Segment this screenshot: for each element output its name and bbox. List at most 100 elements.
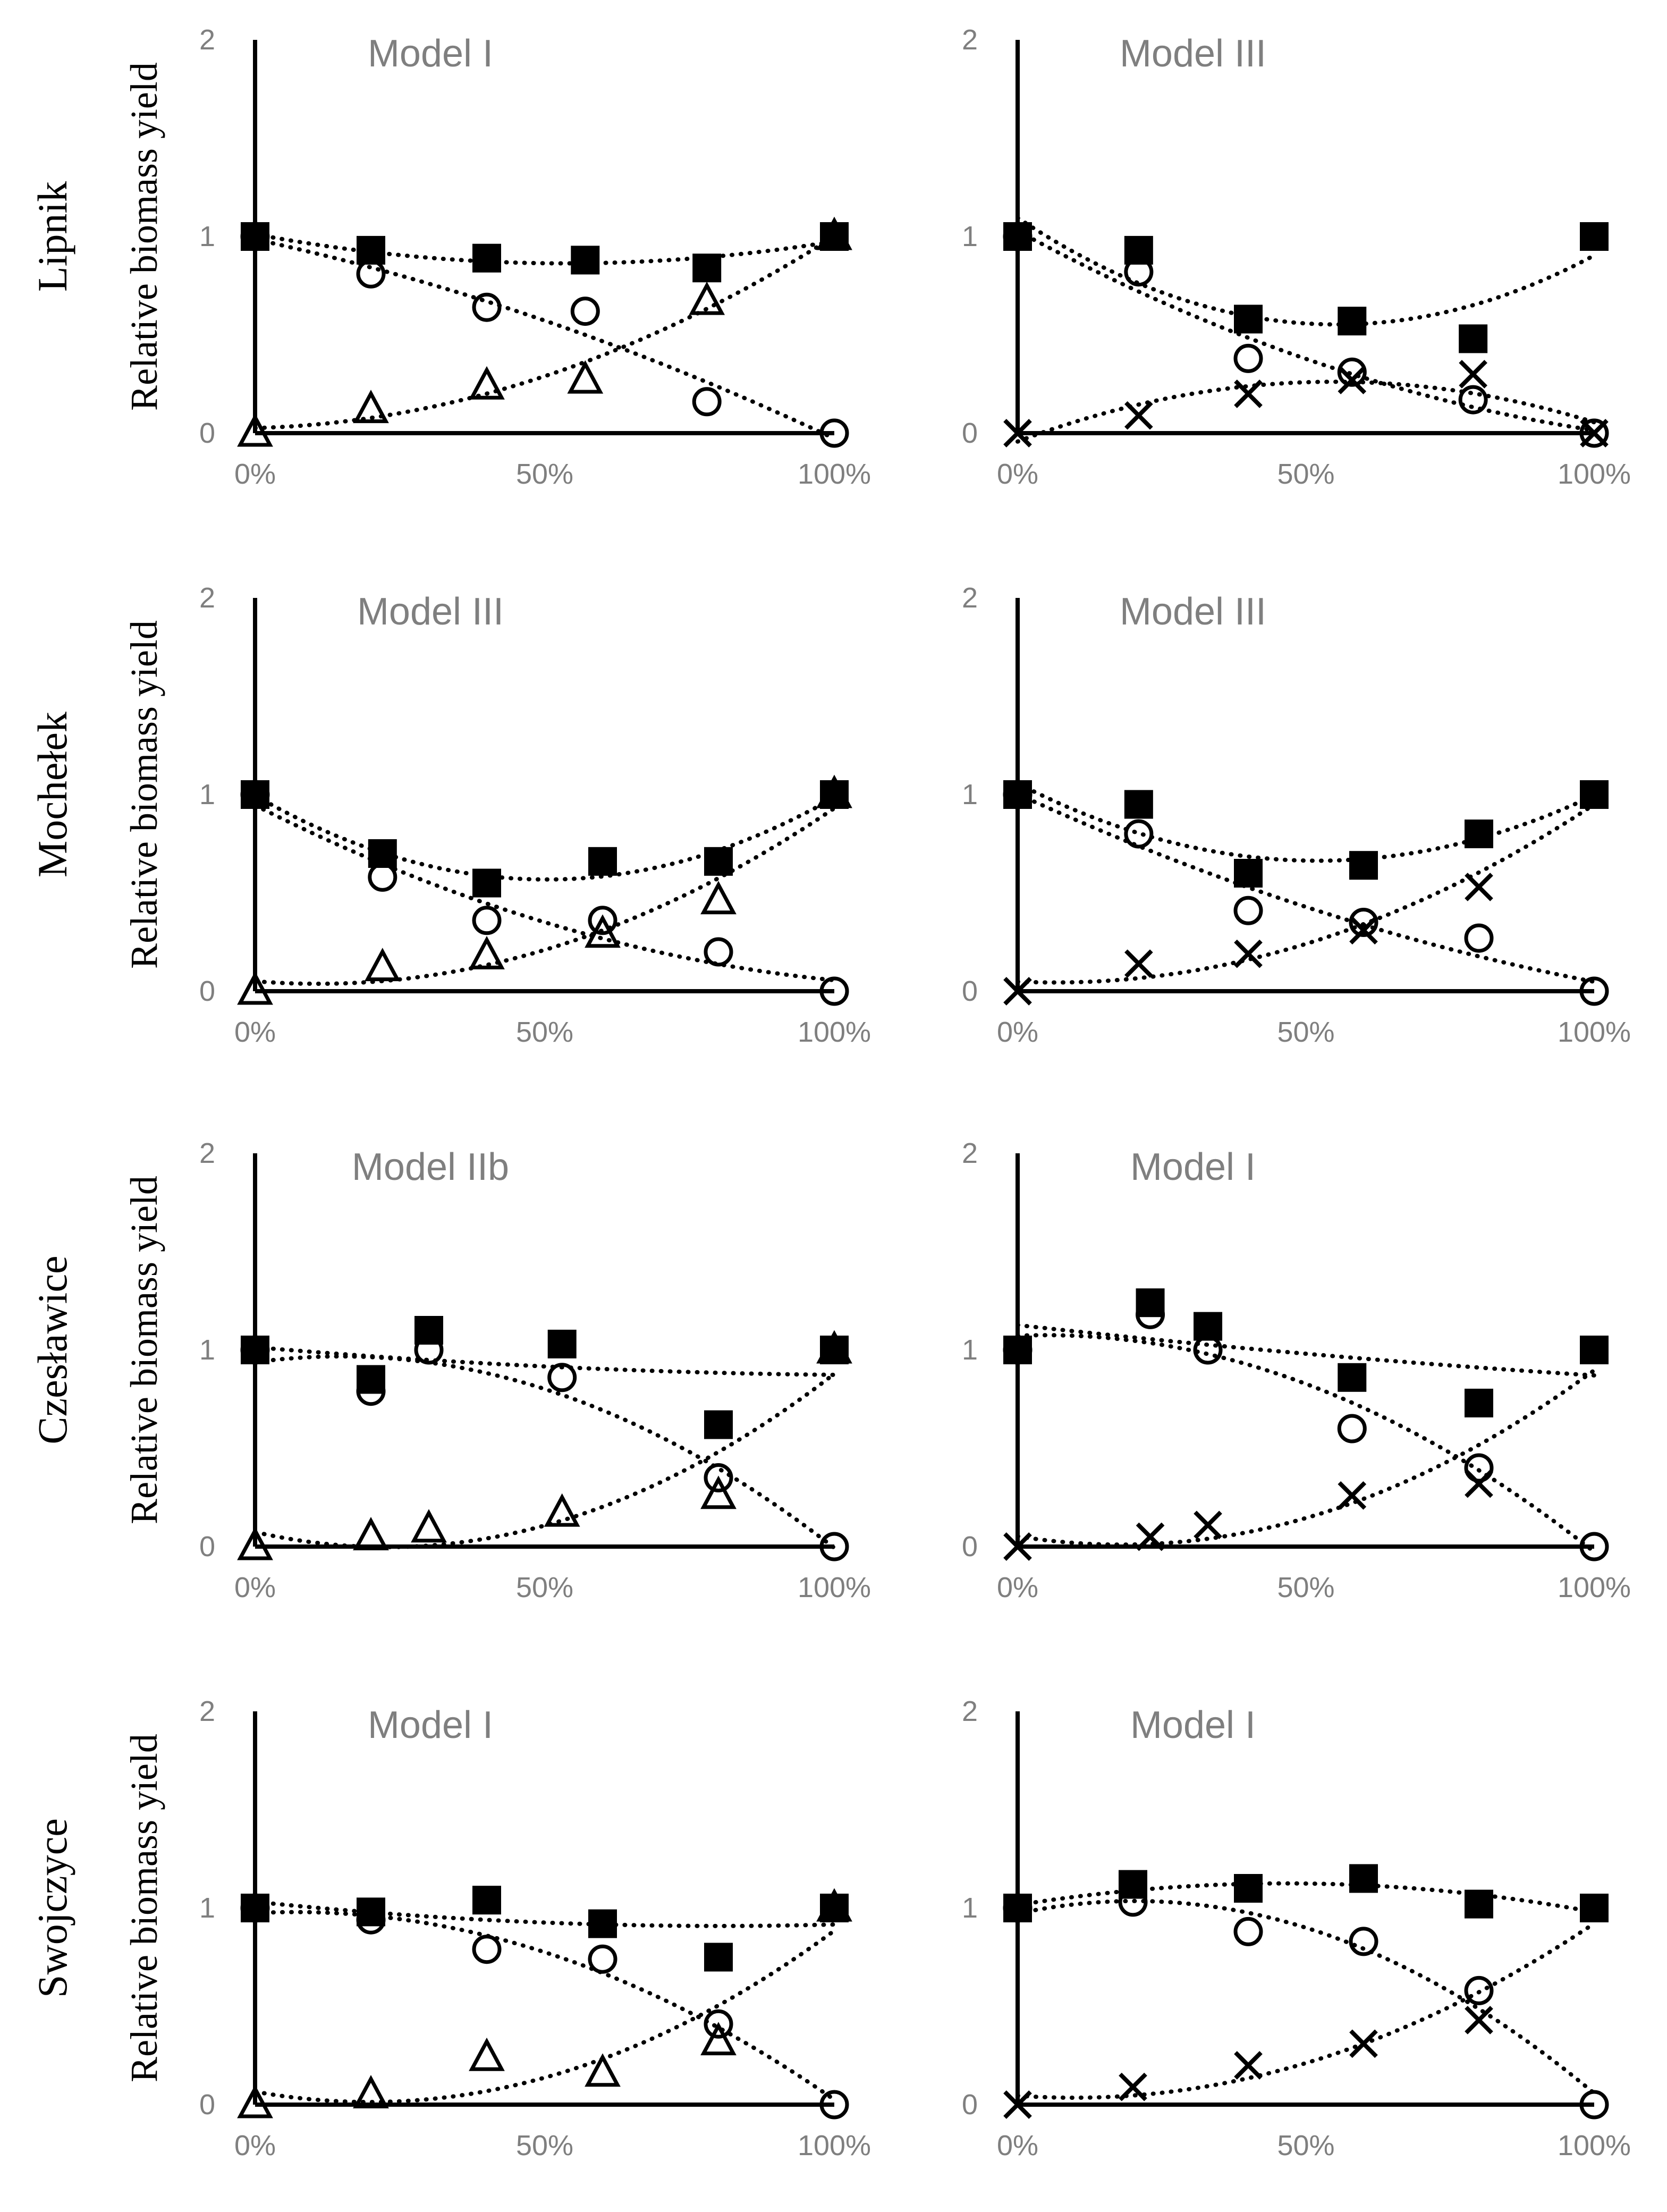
site-label: Lipnik	[29, 181, 75, 292]
trend-line	[1016, 215, 1596, 327]
circle-marker	[588, 1944, 617, 1974]
trend-line	[1016, 1881, 1596, 1914]
x-tick-label: 50%	[1277, 2130, 1334, 2162]
circle-marker	[1464, 923, 1494, 953]
triangle-marker	[567, 360, 604, 394]
square-marker	[1234, 859, 1263, 888]
x-tick-label: 0%	[234, 1572, 276, 1603]
trend-line	[1016, 781, 1596, 863]
y-tick-label: 0	[199, 417, 215, 449]
trend-line	[1016, 792, 1596, 984]
circle-marker	[1193, 1335, 1223, 1365]
square-marker	[472, 1886, 501, 1915]
trend-line	[253, 803, 836, 983]
x-tick-label: 50%	[516, 2130, 573, 2162]
site-label: Czesławice	[29, 1255, 75, 1444]
y-axis-label: Relative biomass yield	[123, 1734, 165, 2082]
y-axis-label: Relative biomass yield	[123, 620, 165, 969]
circle-marker	[570, 297, 600, 326]
y-tick-label: 2	[199, 24, 215, 56]
circle-marker	[547, 1363, 577, 1392]
trend-line	[253, 1354, 836, 1550]
circle-marker	[819, 418, 849, 448]
circle-marker	[704, 937, 733, 967]
square-marker	[704, 1410, 733, 1439]
y-axis-label: Relative biomass yield	[123, 62, 165, 411]
triangle-marker	[353, 2075, 389, 2108]
circle-marker	[240, 222, 270, 251]
y-tick-label: 0	[199, 1531, 215, 1563]
triangle-marker	[237, 413, 273, 447]
cross-marker	[1003, 419, 1032, 448]
cross-marker	[1338, 366, 1367, 394]
square-marker	[1234, 1874, 1263, 1903]
circle-marker	[368, 862, 397, 892]
square-marker	[1580, 222, 1609, 251]
triangle-marker	[237, 971, 273, 1005]
model-title: Model I	[368, 32, 493, 75]
trend-line	[253, 793, 836, 882]
circle-marker	[1124, 819, 1154, 849]
circle-marker	[1003, 222, 1033, 251]
x-tick-label: 100%	[798, 1016, 871, 1048]
x-tick-label: 50%	[516, 1016, 573, 1048]
circle-marker	[1233, 343, 1263, 373]
circle-marker	[240, 1893, 270, 1923]
x-tick-label: 100%	[1558, 2130, 1631, 2162]
cross-marker	[1349, 2029, 1378, 2058]
square-marker	[571, 246, 600, 275]
model-title: Model I	[368, 1704, 493, 1746]
trend-line	[253, 1928, 836, 2105]
panel-lipnik-left: 0 1 2 0% 50% 100% Model I Relative biomass yiel…	[123, 24, 871, 490]
circle-marker	[1118, 1887, 1148, 1917]
trend-line	[253, 1345, 836, 1377]
trend-line	[1016, 379, 1596, 444]
cross-marker	[1124, 949, 1153, 978]
square-marker	[1234, 305, 1263, 334]
triangle-marker	[689, 281, 725, 315]
circle-marker	[819, 1532, 849, 1561]
y-tick-label: 1	[199, 779, 215, 810]
circle-marker	[1349, 908, 1378, 937]
triangle-marker	[469, 936, 505, 969]
square-marker	[704, 1943, 733, 1972]
panel-mochełek-right: 0 1 2 0% 50% 100% Model III	[962, 582, 1631, 1048]
square-marker	[1349, 1864, 1378, 1893]
triangle-marker	[700, 2022, 737, 2056]
x-tick-label: 0%	[234, 458, 276, 490]
triangle-marker	[816, 1888, 852, 1922]
triangle-marker	[469, 366, 505, 400]
x-tick-label: 0%	[234, 2130, 276, 2162]
cross-marker	[1003, 1532, 1032, 1561]
square-marker	[547, 1329, 577, 1358]
y-tick-label: 1	[199, 1892, 215, 1924]
cross-marker	[1459, 360, 1487, 389]
y-tick-label: 0	[199, 2089, 215, 2121]
x-tick-label: 100%	[1558, 1016, 1631, 1048]
cross-marker	[1119, 2072, 1147, 2101]
triangle-marker	[237, 1526, 273, 1560]
circle-marker	[588, 906, 617, 935]
cross-marker	[1465, 2006, 1493, 2034]
panel-mochełek-left: 0 1 2 0% 50% 100% Model III Relative biomass yi…	[123, 582, 871, 1048]
y-tick-label: 2	[199, 1137, 215, 1169]
x-tick-label: 100%	[798, 458, 871, 490]
circle-marker	[414, 1335, 444, 1365]
y-tick-label: 0	[962, 975, 978, 1007]
square-marker	[1349, 851, 1378, 880]
square-marker	[704, 847, 733, 876]
trend-line	[1016, 1368, 1596, 1547]
square-marker	[588, 847, 617, 876]
panel-czesławice-right: 0 1 2 0% 50% 100% Model I	[962, 1137, 1631, 1603]
cross-marker	[1003, 2090, 1032, 2119]
circle-marker	[472, 906, 502, 935]
triangle-marker	[700, 1475, 737, 1509]
square-marker	[588, 1909, 617, 1938]
panel-lipnik-right: 0 1 2 0% 50% 100% Model III	[962, 24, 1631, 490]
cross-marker	[1580, 419, 1609, 448]
trend-line	[253, 232, 836, 266]
panel-czesławice-left: 0 1 2 0% 50% 100% Model IIb Relative biomass yi…	[123, 1137, 871, 1603]
circle-marker	[1579, 976, 1609, 1006]
y-tick-label: 1	[962, 779, 978, 810]
